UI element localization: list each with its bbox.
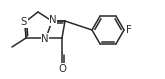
Text: N: N [41,34,49,44]
Text: F: F [126,25,132,35]
Text: N: N [49,15,57,25]
Text: S: S [21,17,27,27]
Text: O: O [58,64,66,74]
